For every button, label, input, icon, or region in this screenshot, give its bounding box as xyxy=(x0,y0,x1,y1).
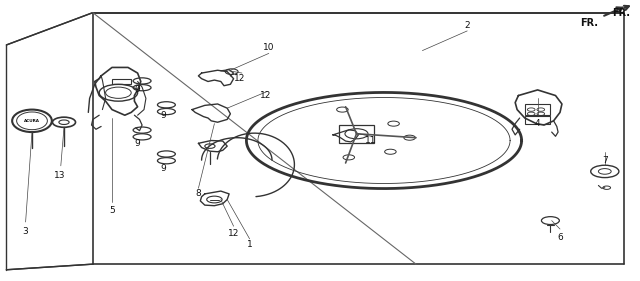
Text: 7: 7 xyxy=(602,156,607,165)
Text: 1: 1 xyxy=(247,240,252,249)
Bar xyxy=(525,104,550,115)
Text: 5: 5 xyxy=(109,206,115,215)
Bar xyxy=(525,116,550,124)
Text: 2: 2 xyxy=(465,21,470,30)
Text: 12: 12 xyxy=(234,74,246,83)
Text: 8: 8 xyxy=(196,189,201,198)
Text: 12: 12 xyxy=(228,229,239,238)
Bar xyxy=(112,79,131,84)
Text: 9: 9 xyxy=(161,111,166,120)
Text: 13: 13 xyxy=(54,171,65,180)
Text: 10: 10 xyxy=(263,43,275,52)
Text: 4: 4 xyxy=(535,119,540,128)
Text: 9: 9 xyxy=(135,85,140,94)
Text: 9: 9 xyxy=(161,164,166,173)
Bar xyxy=(339,125,374,143)
Text: 12: 12 xyxy=(260,91,271,100)
Text: ACURA: ACURA xyxy=(24,119,40,123)
Text: 9: 9 xyxy=(135,139,140,148)
Text: FR.: FR. xyxy=(612,8,630,19)
Text: 3: 3 xyxy=(23,227,28,236)
Text: 6: 6 xyxy=(557,233,563,242)
Text: FR.: FR. xyxy=(580,18,598,28)
Text: 11: 11 xyxy=(365,136,377,145)
